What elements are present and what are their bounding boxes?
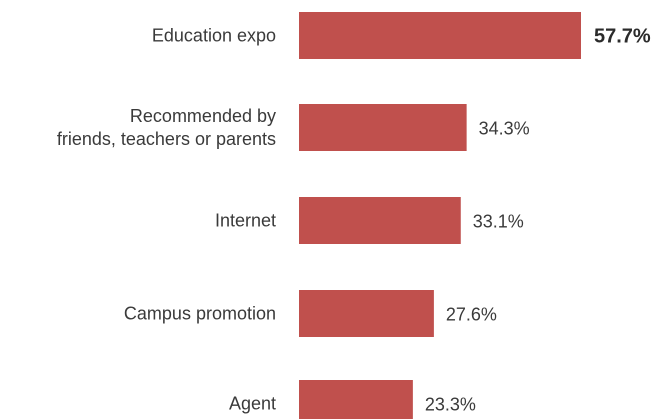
bar-0 <box>299 12 581 59</box>
category-label-1-1: friends, teachers or parents <box>57 129 276 149</box>
value-labels-group: 57.7% 34.3% 33.1% 27.6% 23.3% <box>425 26 651 415</box>
bars-group <box>299 12 581 419</box>
value-label-0: 57.7% <box>594 26 651 48</box>
category-label-2-0: Internet <box>215 211 276 231</box>
value-label-1: 34.3% <box>479 119 530 139</box>
category-label-4-0: Agent <box>229 394 276 414</box>
value-label-4: 23.3% <box>425 395 476 415</box>
bar-1 <box>299 104 467 151</box>
value-label-2: 33.1% <box>473 212 524 232</box>
bar-4 <box>299 380 413 419</box>
value-label-3: 27.6% <box>446 305 497 325</box>
category-label-3-0: Campus promotion <box>124 304 276 324</box>
category-labels-group: Education expo Recommended by friends, tea… <box>57 26 276 414</box>
bar-2 <box>299 197 461 244</box>
category-label-0-0: Education expo <box>152 26 276 46</box>
category-label-1-0: Recommended by <box>130 106 276 126</box>
bar-3 <box>299 290 434 337</box>
